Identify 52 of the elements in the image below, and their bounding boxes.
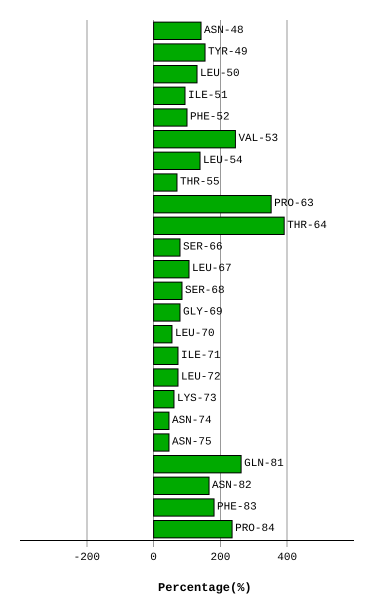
bar [153,455,242,474]
y-tick-label: LEU-67 [192,263,232,276]
bar [153,195,272,214]
y-tick-label: LEU-50 [200,68,240,80]
bar [153,86,186,105]
y-tick-label: SER-68 [184,284,225,297]
y-tick-label: PHE-83 [217,502,257,514]
bar [153,433,170,452]
x-axis-title: Percentage(%) [158,581,252,595]
y-tick-label: THR-64 [287,220,328,232]
bar [153,346,178,365]
bar [153,325,172,344]
bar [153,412,170,430]
y-tick-label: VAL-53 [238,133,278,146]
bar [153,108,188,127]
bar [153,152,201,170]
bar [153,65,198,84]
y-tick-label: LEU-54 [203,154,244,167]
y-tick-label: PRO-84 [235,523,276,536]
x-tick-label: 400 [277,552,298,564]
y-tick-label: THR-55 [180,176,220,188]
bar [153,216,285,235]
bar [153,282,182,300]
y-tick-label: ILE-71 [180,350,221,362]
y-tick-label: TYR-49 [208,46,248,58]
y-tick-label: ILE-51 [188,90,228,102]
x-tick-label: -200 [74,552,100,564]
bar [153,173,178,192]
x-tick-label: 200 [210,552,230,564]
y-tick-label: ASN-75 [172,436,212,448]
bar [153,368,178,387]
bar [153,498,215,517]
bar [153,22,202,40]
x-tick-label: 0 [150,552,157,564]
y-tick-label: PRO-63 [274,198,314,210]
y-tick-label: LYS-73 [176,393,217,406]
y-tick-label: GLN-81 [244,458,284,470]
bar [153,130,236,148]
bar [153,260,190,278]
bar [153,303,180,322]
bar [153,390,174,408]
y-tick-label: GLY-69 [182,306,223,318]
bar [153,238,180,257]
y-tick-label: PHE-52 [190,112,230,124]
y-tick-label: LEU-70 [174,328,215,340]
y-tick-label: ASN-48 [204,24,244,37]
bar [153,476,210,495]
y-tick-label: LEU-72 [180,372,221,384]
y-tick-label: SER-66 [182,242,223,254]
y-tick-label: ASN-74 [172,414,212,427]
y-tick-label: ASN-82 [212,480,252,492]
bar [153,43,206,62]
